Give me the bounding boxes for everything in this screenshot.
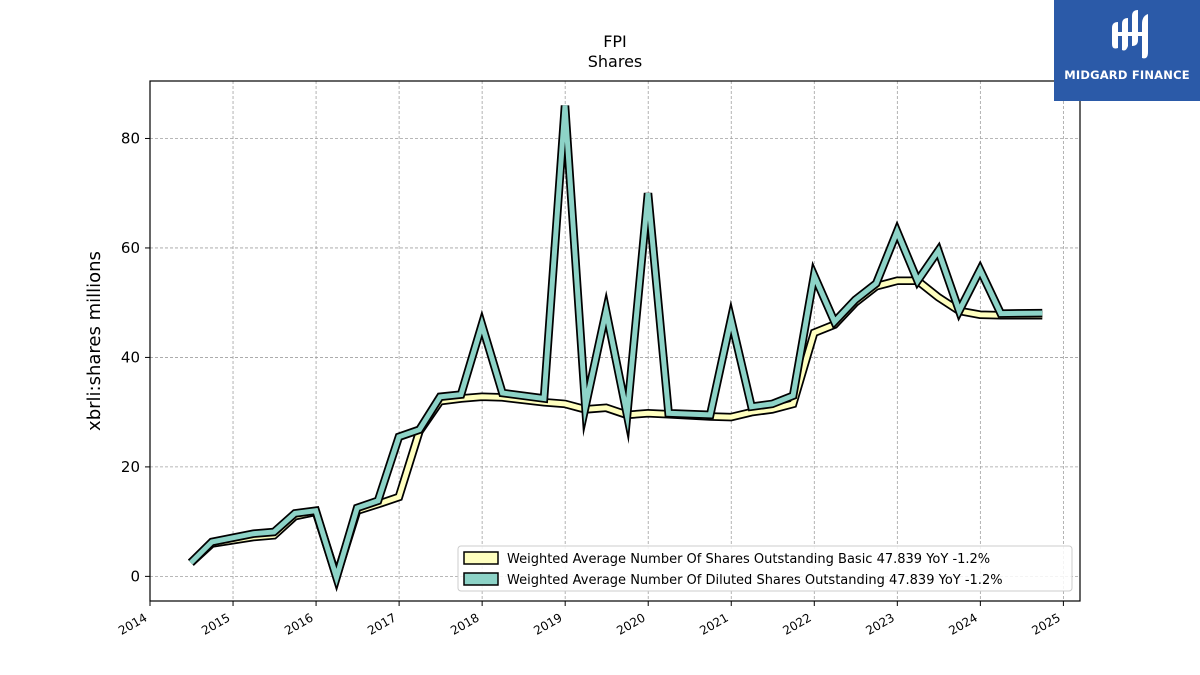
brand-logo: MIDGARD FINANCE (1054, 0, 1200, 101)
x-tick-label: 2022 (780, 610, 813, 637)
legend-label-basic: Weighted Average Number Of Shares Outsta… (507, 552, 990, 567)
x-axis-ticks: 2014 2015 2016 2017 2018 2019 2020 2021 2022 2023… (116, 601, 1064, 638)
series-lines (187, 105, 1043, 593)
series-outline-diluted (187, 105, 1043, 593)
chart-subtitle: Shares (588, 52, 643, 71)
series-line-diluted (189, 105, 1043, 587)
x-tick-label: 2021 (697, 610, 730, 637)
x-tick-label: 2014 (116, 610, 149, 637)
chart-title: FPI (603, 32, 627, 51)
x-tick-label: 2019 (531, 610, 564, 637)
y-tick-label: 60 (121, 239, 140, 257)
x-tick-label: 2023 (863, 610, 896, 637)
x-tick-label: 2017 (365, 610, 398, 637)
midgard-logo-icon (1112, 10, 1148, 59)
y-tick-label: 40 (121, 348, 140, 366)
legend-swatch-basic (463, 551, 499, 565)
x-tick-label: 2020 (614, 610, 647, 637)
x-tick-label: 2018 (448, 610, 481, 637)
y-axis-label: xbrli:shares millions (84, 251, 105, 431)
x-tick-label: 2025 (1029, 610, 1062, 637)
y-axis-ticks: 0 20 40 60 80 (121, 129, 150, 585)
legend: Weighted Average Number Of Shares Outsta… (457, 545, 1073, 592)
legend-swatch-diluted (463, 572, 499, 586)
plot-frame (149, 80, 1081, 602)
x-tick-label: 2015 (199, 610, 232, 637)
x-tick-label: 2024 (946, 610, 979, 637)
x-tick-label: 2016 (282, 610, 315, 637)
y-tick-label: 80 (121, 129, 140, 147)
legend-label-diluted: Weighted Average Number Of Diluted Share… (507, 573, 1003, 588)
brand-logo-text: MIDGARD FINANCE (1064, 68, 1190, 82)
y-tick-label: 0 (130, 567, 140, 585)
y-tick-label: 20 (121, 458, 140, 476)
legend-box (457, 545, 1073, 592)
